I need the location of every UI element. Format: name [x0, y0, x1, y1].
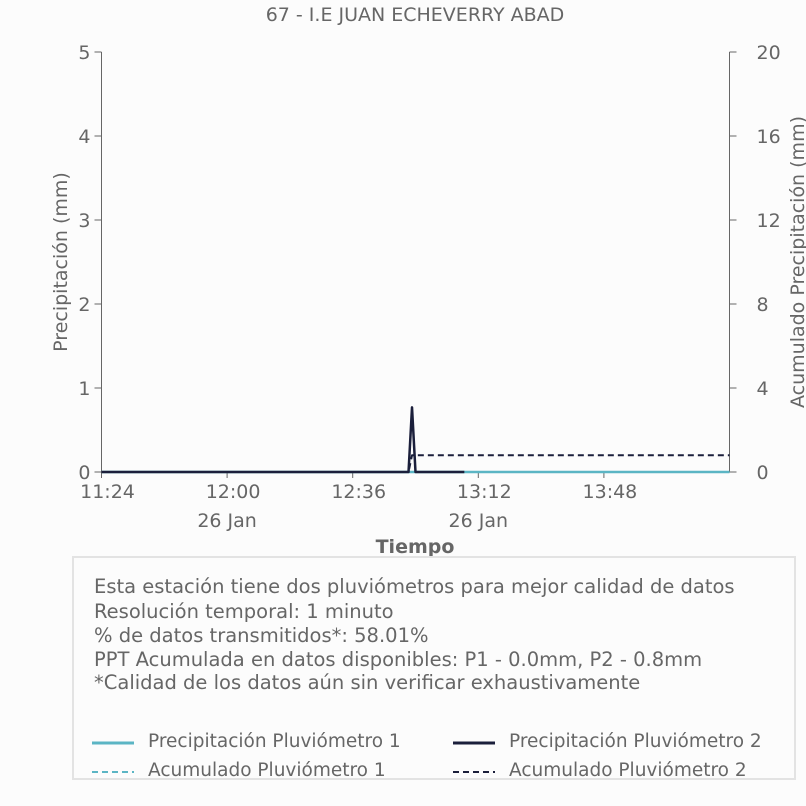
series-line-2: [101, 406, 465, 474]
info-line-resolution: Resolución temporal: 1 minuto: [94, 600, 394, 623]
y-axis-label: Precipitación (mm): [50, 172, 72, 352]
y-tick-label: 1: [78, 378, 90, 400]
x-date-label: 26 Jan: [449, 510, 509, 532]
info-legend-box: Esta estación tiene dos pluviómetros par…: [72, 556, 796, 781]
info-line-stations: Esta estación tiene dos pluviómetros par…: [94, 575, 735, 598]
chart-title: 67 - I.E JUAN ECHEVERRY ABAD: [266, 4, 565, 26]
x-date-label: 26 Jan: [197, 510, 257, 532]
series-layer: [101, 406, 730, 474]
x-tick-label: 12:00: [206, 481, 261, 503]
y-tick-label: 0: [78, 462, 90, 484]
y2-tick-label: 4: [757, 378, 769, 400]
legend-swatch-p1: [92, 741, 134, 745]
y-tick-label: 3: [78, 210, 90, 232]
y-tick-label: 5: [78, 42, 90, 64]
info-line-quality-note: *Calidad de los datos aún sin verificar …: [94, 671, 641, 694]
y2-tick-label: 12: [757, 210, 781, 232]
chart-axes: [101, 52, 730, 472]
info-line-accumulated: PPT Acumulada en datos disponibles: P1 -…: [94, 648, 703, 671]
y2-tick-label: 20: [757, 42, 781, 64]
x-tick-label: 13:12: [457, 481, 512, 503]
x-tick-label: 12:36: [331, 481, 386, 503]
y-tick-label: 4: [78, 126, 90, 148]
x-tick-label: 13:48: [583, 481, 638, 503]
precipitation-chart: 67 - I.E JUAN ECHEVERRY ABAD 01234504812…: [50, 4, 806, 556]
info-line-transmitted: % de datos transmitidos*: 58.01%: [94, 624, 429, 647]
y2-tick-label: 0: [757, 462, 769, 484]
y2-axis-label: Acumulado Precipitación (mm): [787, 116, 806, 408]
y2-tick-label: 8: [757, 294, 769, 316]
legend-label-acum2: Acumulado Pluviómetro 2: [509, 760, 747, 781]
y2-tick-label: 16: [757, 126, 781, 148]
legend-swatch-p2: [453, 741, 495, 745]
x-axis-label: Tiempo: [376, 536, 455, 556]
legend-label-p2: Precipitación Pluviómetro 2: [509, 731, 762, 752]
x-tick-label: 11:24: [80, 481, 135, 503]
legend-swatch-acum2: [453, 771, 495, 773]
tick-marks: [94, 51, 737, 478]
legend-label-p1: Precipitación Pluviómetro 1: [148, 731, 401, 752]
legend-swatch-acum1: [92, 771, 134, 773]
legend-label-acum1: Acumulado Pluviómetro 1: [148, 760, 386, 781]
y-tick-label: 2: [78, 294, 90, 316]
